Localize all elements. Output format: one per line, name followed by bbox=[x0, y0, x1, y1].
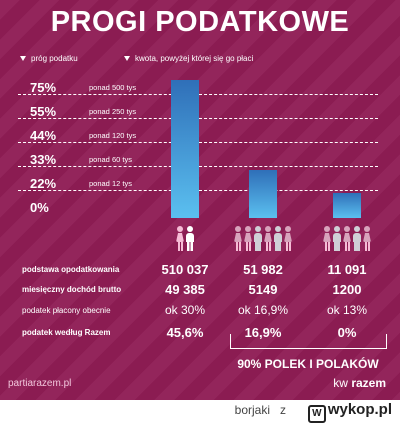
bracket-text: 90% POLEK I POLAKÓW bbox=[237, 357, 379, 371]
table-cell: ok 30% bbox=[164, 303, 206, 317]
legend-amount: kwota, powyżej której się go płaci bbox=[124, 54, 253, 63]
bracket-line bbox=[230, 334, 387, 349]
legend-amount-label: kwota, powyżej której się go płaci bbox=[135, 54, 254, 63]
tax-rate-label: 33% bbox=[30, 152, 57, 167]
people-group bbox=[233, 226, 292, 252]
threshold-label: ponad 500 tys bbox=[89, 83, 137, 92]
table-cell: 49 385 bbox=[165, 282, 205, 297]
woman-icon bbox=[362, 226, 371, 252]
woman-icon bbox=[233, 226, 242, 252]
threshold-label: ponad 12 tys bbox=[89, 179, 132, 188]
man-icon bbox=[332, 226, 341, 252]
table-cell: 51 982 bbox=[243, 262, 283, 277]
bar bbox=[333, 193, 361, 218]
tax-rate-label: 22% bbox=[30, 176, 57, 191]
triangle-down-icon bbox=[20, 56, 26, 62]
table-cell: ok 16,9% bbox=[237, 303, 289, 317]
table-row-label: podstawa opodatkowania bbox=[22, 265, 120, 274]
wykop-logo-icon: W bbox=[307, 405, 326, 423]
woman-icon bbox=[283, 226, 292, 252]
table-cell: 5149 bbox=[248, 282, 278, 297]
table-cell: 16,9% bbox=[244, 325, 282, 340]
threshold-label: ponad 250 tys bbox=[89, 107, 137, 116]
footer-logo: kw razem bbox=[333, 376, 386, 390]
table-cell: 45,6% bbox=[166, 325, 204, 340]
threshold-label: ponad 60 tys bbox=[89, 155, 132, 164]
table-cell: 0% bbox=[337, 325, 357, 340]
people-group bbox=[322, 226, 371, 252]
tax-rate-label: 0% bbox=[30, 200, 49, 215]
tax-rate-label: 44% bbox=[30, 128, 57, 143]
bar bbox=[171, 80, 199, 218]
tax-rate-label: 75% bbox=[30, 80, 57, 95]
infographic: PROGI PODATKOWE próg podatku kwota, powy… bbox=[0, 0, 400, 400]
woman-icon bbox=[243, 226, 252, 252]
threshold-label: ponad 120 tys bbox=[89, 131, 137, 140]
footer-logo-prefix: kw bbox=[333, 376, 348, 390]
man-icon bbox=[185, 226, 194, 252]
table-row-label: podatek płacony obecnie bbox=[22, 306, 111, 315]
man-icon bbox=[352, 226, 361, 252]
man-icon bbox=[273, 226, 282, 252]
watermark-user: borjaki bbox=[234, 403, 270, 417]
legend-threshold-label: próg podatku bbox=[31, 54, 78, 63]
man-icon bbox=[253, 226, 262, 252]
triangle-down-icon bbox=[124, 56, 130, 62]
footer-logo-brand: razem bbox=[351, 376, 386, 390]
woman-icon bbox=[263, 226, 272, 252]
table-cell: ok 13% bbox=[326, 303, 368, 317]
table-row-label: miesięczny dochód brutto bbox=[22, 285, 122, 294]
legend-threshold: próg podatku bbox=[20, 54, 78, 63]
bar bbox=[249, 170, 277, 218]
watermark-site: wykop.pl bbox=[327, 401, 392, 418]
page-title: PROGI PODATKOWE bbox=[50, 6, 350, 38]
table-cell: 1200 bbox=[332, 282, 362, 297]
tax-rate-label: 55% bbox=[30, 104, 57, 119]
table-cell: 11 091 bbox=[327, 262, 367, 277]
people-group bbox=[175, 226, 194, 252]
woman-icon bbox=[342, 226, 351, 252]
woman-icon bbox=[175, 226, 184, 252]
watermark-separator: z bbox=[280, 403, 286, 417]
table-row-label: podatek według Razem bbox=[22, 328, 111, 337]
table-cell: 510 037 bbox=[161, 262, 209, 277]
woman-icon bbox=[322, 226, 331, 252]
footer-website: partiarazem.pl bbox=[8, 378, 72, 389]
